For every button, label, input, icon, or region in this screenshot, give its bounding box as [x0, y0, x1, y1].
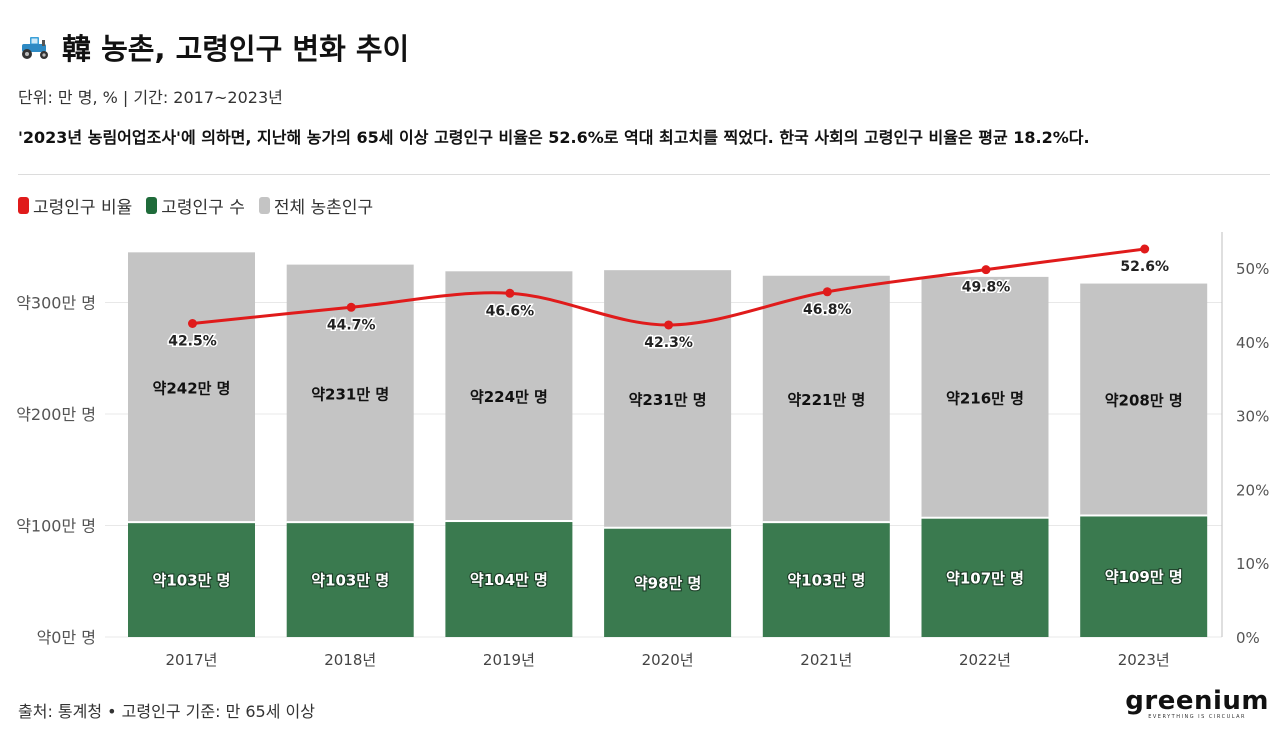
bar-total — [1080, 283, 1208, 516]
bar-elderly — [1080, 516, 1208, 637]
y-right-tick-label: 40% — [1236, 334, 1269, 352]
bar-label-total: 약221만 명 — [787, 391, 865, 409]
y-left-tick-label: 약300만 명 — [16, 294, 96, 313]
legend-label-elderly: 고령인구 수 — [161, 198, 245, 218]
ratio-label: 44.7% — [327, 317, 376, 333]
legend-swatch-ratio — [18, 197, 29, 214]
ratio-label: 49.8% — [962, 280, 1011, 296]
description: '2023년 농림어업조사'에 의하면, 지난해 농가의 65세 이상 고령인구… — [18, 128, 1090, 147]
ratio-point — [188, 319, 197, 329]
bar-elderly — [762, 523, 890, 637]
y-right-tick-label: 0% — [1236, 629, 1260, 647]
ratio-label: 42.3% — [644, 335, 693, 351]
bar-total — [921, 276, 1049, 518]
bar-total — [604, 270, 732, 528]
y-right-tick-label: 20% — [1236, 481, 1269, 499]
ratio-label: 42.5% — [168, 334, 217, 350]
bar-label-elderly: 약103만 명 — [787, 572, 865, 590]
bar-total — [445, 271, 573, 522]
legend-label-total: 전체 농촌인구 — [273, 198, 374, 218]
bar-elderly — [921, 518, 1049, 637]
bar-elderly — [128, 523, 255, 637]
bar-label-total: 약231만 명 — [629, 391, 707, 409]
logo-text: greenium — [1125, 686, 1269, 716]
ratio-point — [505, 288, 515, 298]
ratio-label: 52.6% — [1120, 259, 1169, 275]
bar-label-elderly: 약98만 명 — [634, 574, 702, 592]
x-tick-label: 2017년 — [166, 651, 218, 669]
bar-label-total: 약216만 명 — [946, 389, 1024, 407]
ratio-point — [981, 265, 991, 275]
legend-item-elderly: 고령인구 수 — [146, 193, 245, 218]
logo-tagline: EVERYTHING IS CIRCULAR — [1148, 714, 1247, 720]
y-left-tick-label: 약100만 명 — [16, 517, 96, 536]
ratio-point — [346, 302, 356, 312]
bar-total — [128, 252, 255, 523]
x-tick-label: 2021년 — [800, 651, 852, 669]
x-tick-label: 2023년 — [1118, 651, 1170, 669]
y-left-tick-label: 약200만 명 — [16, 405, 96, 424]
bar-elderly — [445, 522, 573, 637]
x-tick-label: 2020년 — [642, 651, 694, 669]
legend-swatch-elderly — [146, 197, 158, 214]
bar-label-total: 약224만 명 — [470, 388, 548, 406]
divider — [18, 174, 1270, 175]
bar-label-elderly: 약107만 명 — [946, 569, 1024, 587]
bar-label-elderly: 약103만 명 — [311, 572, 389, 590]
x-tick-label: 2019년 — [483, 651, 535, 669]
x-tick-label: 2022년 — [959, 651, 1011, 669]
y-right-tick-label: 30% — [1236, 408, 1269, 426]
bar-label-elderly: 약104만 명 — [470, 571, 548, 589]
brand-logo: greenium EVERYTHING IS CIRCULAR — [1125, 688, 1269, 720]
y-right-tick-label: 50% — [1236, 260, 1269, 278]
title-text: 韓 농촌, 고령인구 변화 추이 — [62, 32, 410, 66]
bar-label-total: 약208만 명 — [1105, 392, 1183, 410]
unit-period: 단위: 만 명, % | 기간: 2017~2023년 — [18, 88, 283, 107]
ratio-point — [664, 320, 674, 330]
y-right-tick-label: 10% — [1236, 555, 1269, 573]
legend-item-total: 전체 농촌인구 — [258, 193, 374, 218]
bar-label-elderly: 약103만 명 — [153, 572, 231, 590]
source-note: 출처: 통계청 • 고령인구 기준: 만 65세 이상 — [18, 702, 315, 721]
bar-elderly — [604, 528, 732, 637]
ratio-point — [1140, 244, 1150, 254]
legend-label-ratio: 고령인구 비율 — [33, 198, 133, 218]
bar-elderly — [286, 523, 414, 637]
legend: 고령인구 비율 고령인구 수 전체 농촌인구 — [18, 193, 373, 218]
bar-label-total: 약242만 명 — [153, 379, 231, 397]
y-left-tick-label: 약0만 명 — [37, 628, 96, 647]
ratio-label: 46.6% — [486, 303, 535, 319]
tractor-icon — [22, 37, 48, 59]
legend-item-ratio: 고령인구 비율 — [18, 193, 132, 218]
bar-label-total: 약231만 명 — [311, 385, 389, 403]
legend-swatch-total — [258, 197, 270, 214]
bar-total — [762, 275, 890, 523]
ratio-label: 46.8% — [803, 302, 852, 318]
x-tick-label: 2018년 — [324, 651, 376, 669]
ratio-point — [822, 287, 832, 297]
bar-label-elderly: 약109만 명 — [1105, 568, 1183, 586]
page-title: 韓 농촌, 고령인구 변화 추이 — [18, 26, 409, 68]
